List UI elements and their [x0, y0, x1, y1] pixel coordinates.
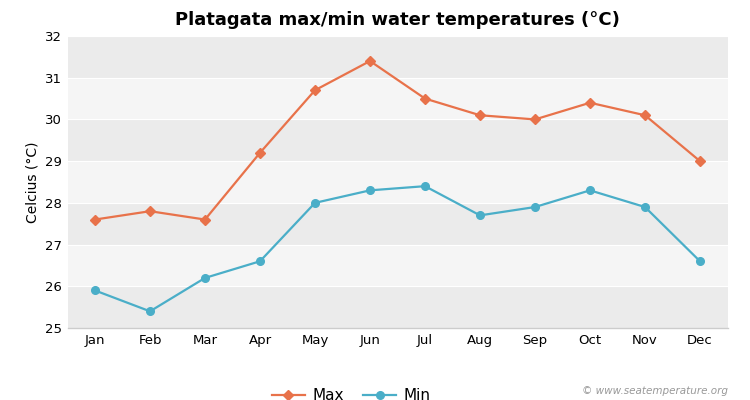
Title: Platagata max/min water temperatures (°C): Platagata max/min water temperatures (°C…	[175, 11, 620, 29]
Bar	[68, 203, 728, 244]
Text: © www.seatemperature.org: © www.seatemperature.org	[581, 386, 728, 396]
Bar	[68, 120, 728, 161]
Y-axis label: Celcius (°C): Celcius (°C)	[26, 141, 40, 223]
Bar	[68, 244, 728, 286]
Bar	[68, 286, 728, 328]
Legend: Max, Min: Max, Min	[266, 382, 437, 400]
Bar	[68, 36, 728, 78]
Bar	[68, 161, 728, 203]
Bar	[68, 78, 728, 120]
